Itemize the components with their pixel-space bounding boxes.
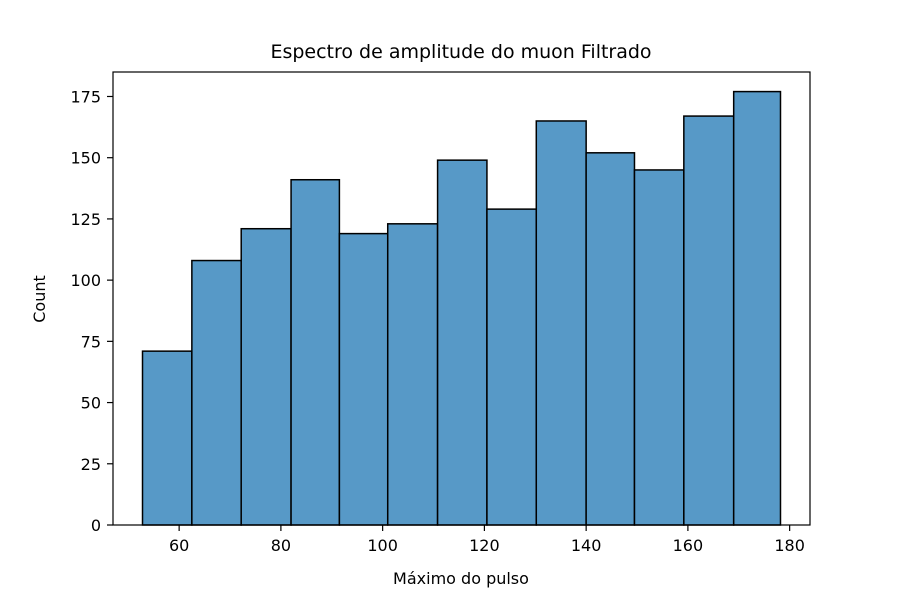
histogram-bar bbox=[191, 259, 242, 526]
bars-group bbox=[141, 90, 782, 526]
x-tick-label: 160 bbox=[673, 536, 704, 555]
histogram-bar bbox=[585, 152, 636, 526]
x-tick-label: 120 bbox=[469, 536, 500, 555]
y-tick-label: 0 bbox=[91, 516, 101, 535]
x-tick-label: 180 bbox=[774, 536, 805, 555]
x-tick-label: 140 bbox=[571, 536, 602, 555]
y-tick-label: 75 bbox=[81, 332, 101, 351]
histogram-bar bbox=[290, 178, 341, 526]
y-tick-label: 100 bbox=[70, 271, 101, 290]
histogram-bar bbox=[141, 350, 193, 526]
histogram-bar bbox=[436, 159, 488, 526]
x-tick-label: 80 bbox=[271, 536, 291, 555]
histogram-bar bbox=[535, 120, 587, 526]
histogram-bar bbox=[338, 232, 389, 526]
histogram-bar bbox=[633, 169, 685, 526]
histogram-bar bbox=[683, 115, 735, 526]
histogram-bar bbox=[386, 223, 439, 526]
plot-frame bbox=[112, 71, 811, 526]
x-axis-label: Máximo do pulso bbox=[393, 569, 529, 588]
y-tick-label: 125 bbox=[70, 210, 101, 229]
x-tick-label: 60 bbox=[169, 536, 189, 555]
x-axis-ticks: 60 80 100 120 140 160 180 bbox=[169, 525, 805, 555]
y-tick-label: 50 bbox=[81, 394, 101, 413]
y-tick-label: 175 bbox=[70, 87, 101, 106]
y-axis-ticks: 0 25 50 75 100 125 150 175 bbox=[70, 87, 113, 535]
x-tick-label: 100 bbox=[367, 536, 398, 555]
y-tick-label: 150 bbox=[70, 149, 101, 168]
histogram-bar bbox=[486, 208, 538, 526]
y-axis-label: Count bbox=[30, 275, 49, 323]
histogram-bar bbox=[732, 90, 782, 526]
chart-title: Espectro de amplitude do muon Filtrado bbox=[270, 41, 651, 63]
y-tick-label: 25 bbox=[81, 455, 101, 474]
histogram-bar bbox=[240, 227, 292, 526]
